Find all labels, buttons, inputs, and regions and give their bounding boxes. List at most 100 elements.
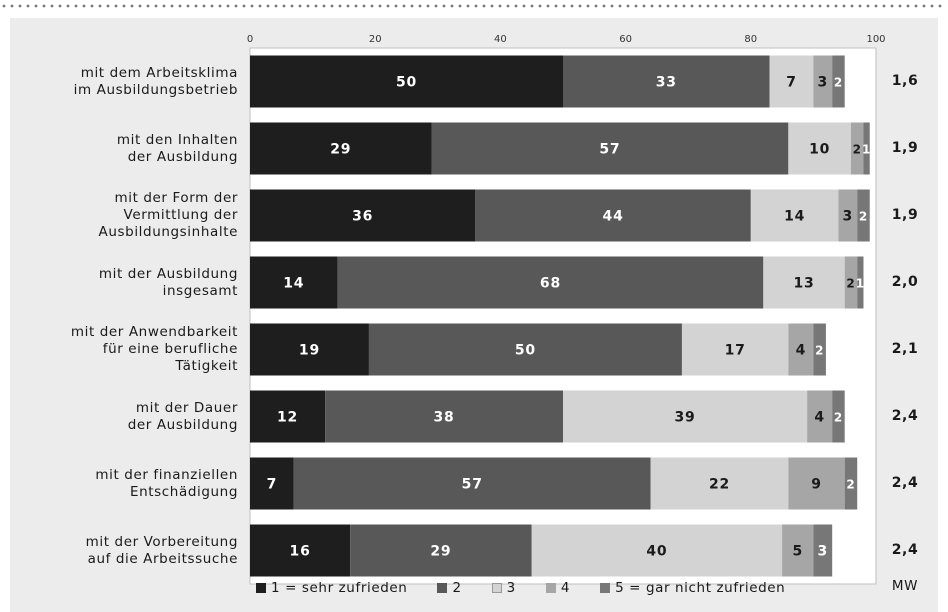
category-label-line: mit der Ausbildung bbox=[98, 265, 238, 282]
legend-swatch-1 bbox=[256, 583, 266, 593]
category-label-line: Tätigkeit bbox=[175, 358, 238, 374]
bar-segment bbox=[832, 390, 845, 443]
border-dot bbox=[362, 4, 366, 8]
border-dot bbox=[210, 4, 214, 8]
border-dot bbox=[346, 4, 350, 8]
category-label-line: der Ausbildung bbox=[127, 416, 238, 433]
border-dot bbox=[882, 4, 886, 8]
mean-value: 1,9 bbox=[891, 139, 919, 156]
border-dot bbox=[298, 4, 302, 8]
border-dot bbox=[506, 4, 510, 8]
bar-segment bbox=[431, 122, 789, 175]
x-tick-label: 0 bbox=[247, 34, 253, 45]
border-dot bbox=[682, 4, 686, 8]
border-dot bbox=[234, 4, 238, 8]
bar-value-label: 50 bbox=[396, 75, 417, 91]
bar-value-label: 39 bbox=[675, 410, 696, 426]
border-dot bbox=[10, 4, 14, 8]
border-dot bbox=[146, 4, 150, 8]
border-dot bbox=[738, 4, 742, 8]
border-dot bbox=[666, 4, 670, 8]
bar-value-label: 57 bbox=[462, 477, 483, 493]
border-dot bbox=[698, 4, 702, 8]
mean-value: 2,1 bbox=[891, 340, 919, 357]
border-dot bbox=[874, 4, 878, 8]
border-dot bbox=[530, 4, 534, 8]
legend-swatch-3 bbox=[491, 583, 502, 593]
bar-segment bbox=[813, 323, 826, 376]
border-dot bbox=[650, 4, 654, 8]
border-dot bbox=[442, 4, 446, 8]
bar-value-label: 16 bbox=[290, 544, 311, 560]
border-dot bbox=[26, 4, 30, 8]
border-dot bbox=[570, 4, 574, 8]
bar-value-label: 68 bbox=[540, 276, 561, 292]
border-dot bbox=[538, 4, 542, 8]
bar-value-label: 10 bbox=[809, 142, 830, 158]
border-dot bbox=[522, 4, 526, 8]
category-label-line: für eine berufliche bbox=[102, 341, 238, 357]
category-label-line: mit der Form der bbox=[114, 190, 238, 206]
border-dot bbox=[594, 4, 598, 8]
legend-label-3: 3 bbox=[506, 580, 516, 596]
bar-segment bbox=[681, 323, 789, 376]
bar-segment bbox=[857, 189, 870, 242]
border-dot bbox=[730, 4, 734, 8]
border-dot bbox=[474, 4, 478, 8]
x-tick-label: 20 bbox=[369, 34, 382, 45]
bar-segment bbox=[813, 524, 833, 577]
category-label-line: auf die Arbeitssuche bbox=[87, 550, 238, 567]
border-dot bbox=[466, 4, 470, 8]
border-dot bbox=[258, 4, 262, 8]
border-dot bbox=[818, 4, 822, 8]
bar-value-label: 1 bbox=[856, 277, 865, 291]
x-tick-label: 100 bbox=[866, 34, 885, 45]
legend-swatch-2 bbox=[437, 583, 448, 593]
border-dot bbox=[130, 4, 134, 8]
border-dot bbox=[274, 4, 278, 8]
category-label: mit der Anwendbarkeit für eine berufliche… bbox=[0, 324, 238, 375]
bar-segment bbox=[250, 457, 294, 510]
border-dot bbox=[938, 4, 942, 8]
bar-value-label: 19 bbox=[299, 343, 320, 359]
bar-value-label: 2 bbox=[859, 210, 868, 224]
border-dot bbox=[674, 4, 678, 8]
border-dot bbox=[850, 4, 854, 8]
mean-value: 2,4 bbox=[891, 541, 919, 558]
border-dot bbox=[90, 4, 94, 8]
border-dot bbox=[762, 4, 766, 8]
legend-item-1: 1 = sehr zufrieden bbox=[256, 580, 407, 596]
bar-segment bbox=[250, 390, 326, 443]
bar-value-label: 12 bbox=[277, 410, 298, 426]
bar-value-label: 2 bbox=[834, 411, 843, 425]
legend-item-3: 3 bbox=[491, 580, 516, 596]
bar-segment bbox=[250, 323, 369, 376]
category-label: mit der Vorbereitung auf die Arbeitssuche bbox=[0, 534, 238, 568]
bar-value-label: 7 bbox=[267, 477, 278, 493]
border-dot bbox=[410, 4, 414, 8]
bar-segment bbox=[782, 524, 814, 577]
bar-segment bbox=[293, 457, 651, 510]
border-dot bbox=[906, 4, 910, 8]
border-dot bbox=[834, 4, 838, 8]
border-dot bbox=[418, 4, 422, 8]
dotted-border-top bbox=[2, 4, 942, 8]
category-label-line: Vermittlung der bbox=[123, 207, 238, 223]
category-label-line: Entschädigung bbox=[129, 483, 238, 500]
bar-value-label: 44 bbox=[603, 209, 624, 225]
bar-segment bbox=[563, 390, 808, 443]
bar-value-label: 7 bbox=[786, 75, 797, 91]
border-dot bbox=[354, 4, 358, 8]
border-dot bbox=[66, 4, 70, 8]
bar-segment bbox=[650, 457, 789, 510]
border-dot bbox=[386, 4, 390, 8]
border-dot bbox=[922, 4, 926, 8]
bar-segment bbox=[531, 524, 783, 577]
border-dot bbox=[482, 4, 486, 8]
border-dot bbox=[282, 4, 286, 8]
border-dot bbox=[586, 4, 590, 8]
bar-value-label: 57 bbox=[599, 142, 620, 158]
border-dot bbox=[266, 4, 270, 8]
legend-label-5: 5 = gar nicht zufrieden bbox=[615, 580, 786, 596]
border-dot bbox=[754, 4, 758, 8]
